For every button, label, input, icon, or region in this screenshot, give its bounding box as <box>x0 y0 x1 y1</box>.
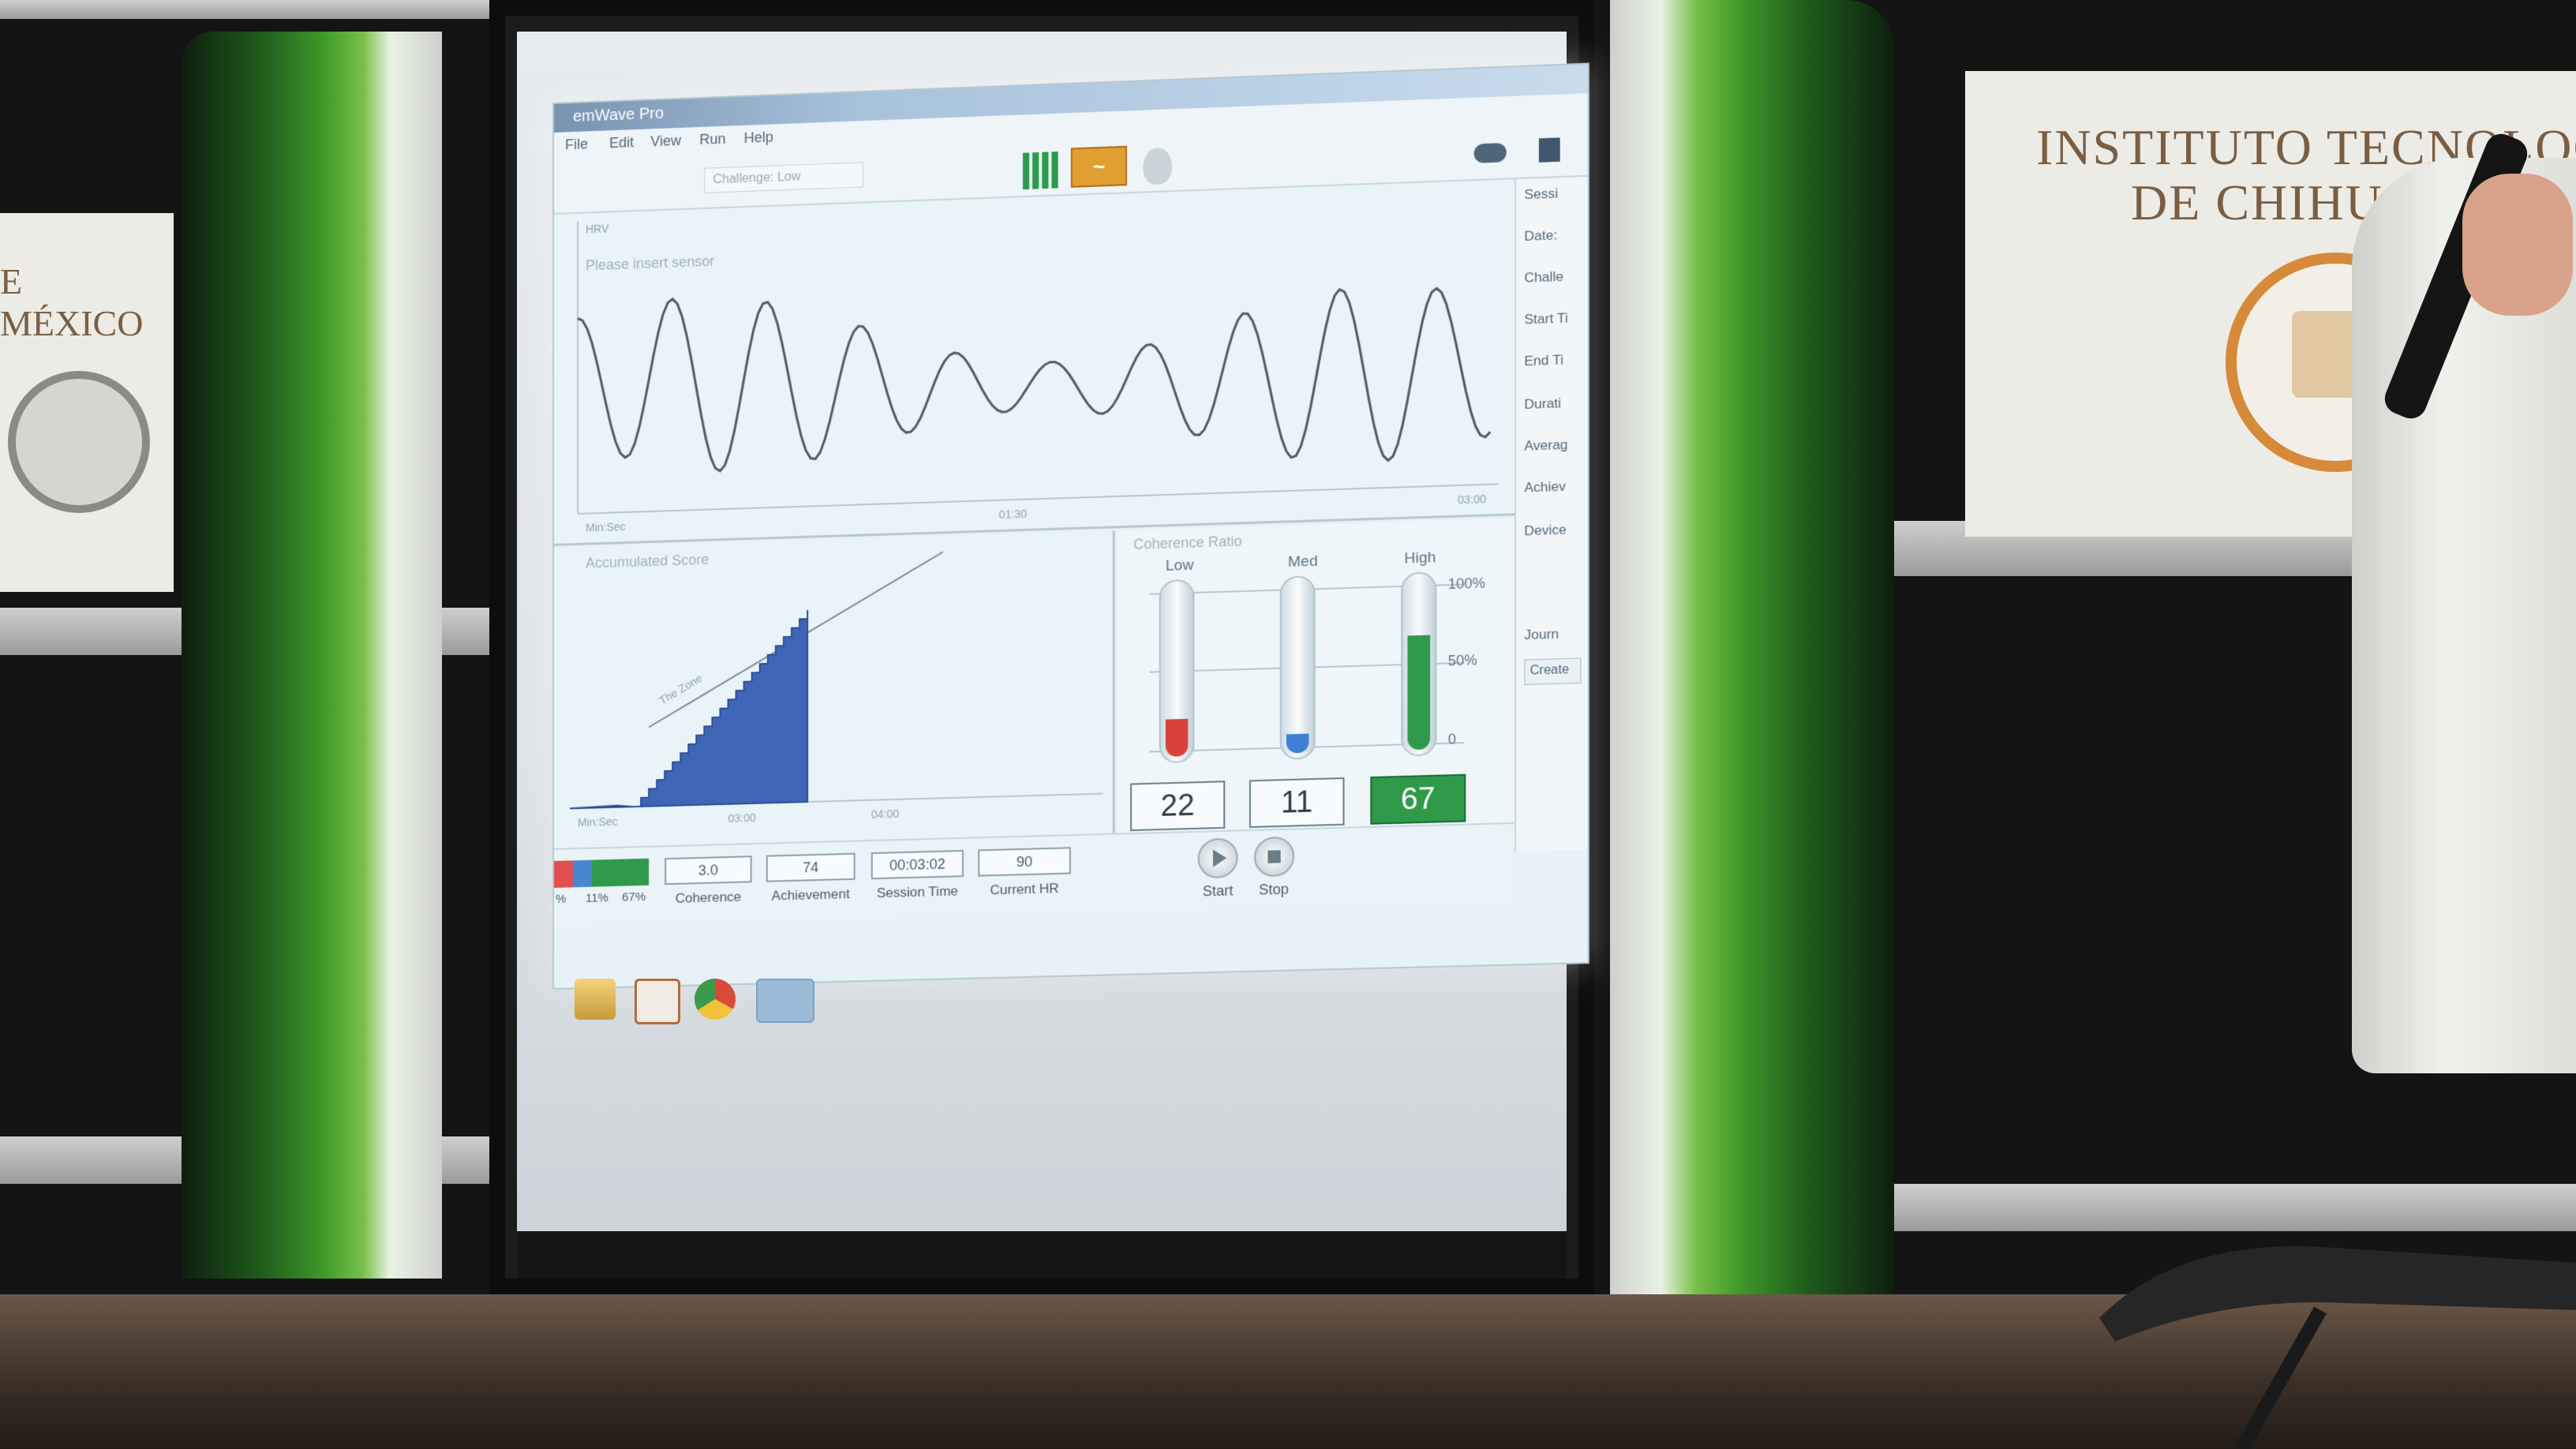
ratio-scale-100: 100% <box>1447 575 1486 593</box>
play-icon <box>1212 849 1227 867</box>
file-explorer-icon[interactable] <box>575 979 616 1020</box>
menu-view[interactable]: View <box>650 132 681 150</box>
stop-icon <box>1267 850 1281 863</box>
ratio-fill-high <box>1407 635 1431 751</box>
balloon-game-icon[interactable] <box>1143 147 1173 185</box>
hrv-chart-panel: HRV Please insert sensor Min:Sec 01:30 0… <box>553 179 1515 546</box>
menu-file[interactable]: File <box>564 136 589 153</box>
hrv-tick-label: 01:30 <box>998 507 1028 521</box>
banner-left: E MÉXICO <box>0 213 174 592</box>
ratio-value-low: 22 <box>1130 781 1226 832</box>
window-icon[interactable] <box>1538 137 1560 163</box>
chair-back <box>2099 1246 2576 1342</box>
ratio-value-high: 67 <box>1370 773 1466 825</box>
coherence-label: Coherence <box>675 889 742 906</box>
ratio-fill-low <box>1165 718 1189 758</box>
achievement-value: 74 <box>766 852 856 882</box>
side-label-duration: Durati <box>1524 395 1562 413</box>
session-time-label: Session Time <box>876 883 958 901</box>
stop-button[interactable] <box>1254 836 1295 878</box>
bar-chart-icon[interactable] <box>1022 151 1060 190</box>
hrv-tick-label: Min:Sec <box>586 520 626 534</box>
hrv-view-icon[interactable]: ~ <box>1070 145 1128 188</box>
challenge-select[interactable]: Challenge: Low <box>704 162 863 193</box>
ratio-bar-label-low: Low <box>1165 556 1194 575</box>
hrv-series-line <box>578 270 1490 487</box>
menu-run[interactable]: Run <box>699 130 726 148</box>
current-hr-value: 90 <box>978 847 1071 877</box>
screen-bottom-edge <box>517 1231 1567 1279</box>
start-label: Start <box>1202 882 1234 900</box>
app-title: emWave Pro <box>572 104 665 126</box>
score-tick-label: 04:00 <box>871 807 900 821</box>
ratio-value-med: 11 <box>1249 777 1345 828</box>
hrv-waveform <box>554 221 1515 546</box>
legend-pct-high: 67% <box>622 889 646 904</box>
side-label-average: Averag <box>1524 436 1568 454</box>
ratio-tube-med <box>1279 575 1316 761</box>
coherence-color-legend <box>553 858 650 888</box>
hrv-tick-label: 03:00 <box>1458 492 1487 507</box>
coherence-ratio-panel: Coherence Ratio Low Med High 100% 50% 0 … <box>1117 518 1515 833</box>
side-label-end-time: End Ti <box>1524 352 1564 369</box>
chair-leg <box>2235 1306 2327 1449</box>
side-label-session: Sessi <box>1524 185 1559 203</box>
ratio-tube-high <box>1401 571 1437 757</box>
accumulated-score-panel: Accumulated Score The Zone Min:Sec 03:00… <box>553 530 1115 848</box>
banner-left-text: E MÉXICO <box>0 261 144 343</box>
speaker-hand <box>2462 174 2573 316</box>
ratio-fill-med <box>1286 733 1309 754</box>
coherence-ratio-title: Coherence Ratio <box>1133 533 1242 552</box>
side-label-challenge: Challe <box>1524 268 1564 286</box>
side-label-start-time: Start Ti <box>1524 310 1568 328</box>
ratio-bar-label-high: High <box>1404 549 1436 567</box>
ratio-scale-0: 0 <box>1447 731 1457 747</box>
desktop-taskbar <box>505 971 814 1034</box>
stage-green-panel-right <box>1610 0 1894 1357</box>
side-label-date: Date: <box>1524 227 1558 244</box>
emwave-taskbar-icon[interactable] <box>756 979 814 1023</box>
emwave-app-window: emWave Pro File Edit View Run Help Chall… <box>552 62 1589 990</box>
achievement-label: Achievement <box>771 886 850 904</box>
ratio-tube-low <box>1159 578 1195 764</box>
ratio-scale-50: 50% <box>1447 652 1477 669</box>
seal-icon <box>8 371 150 513</box>
powerpoint-icon[interactable] <box>635 979 680 1024</box>
cloud-icon[interactable] <box>1473 142 1507 163</box>
stop-label: Stop <box>1259 881 1289 898</box>
score-tick-label: Min:Sec <box>578 814 618 829</box>
score-area <box>570 610 807 808</box>
start-button[interactable] <box>1197 837 1238 879</box>
hrv-label: HRV <box>586 222 609 236</box>
create-journal-button[interactable]: Create <box>1524 657 1582 686</box>
current-hr-label: Current HR <box>990 881 1059 898</box>
side-label-device: Device <box>1524 522 1567 539</box>
legend-pct-med: 11% <box>586 891 608 905</box>
menu-edit[interactable]: Edit <box>609 134 635 152</box>
hrv-x-axis <box>578 484 1498 514</box>
stage-top-stripe-left <box>0 0 489 19</box>
score-tick-label: 03:00 <box>728 811 756 825</box>
coherence-value: 3.0 <box>665 856 752 886</box>
session-time-value: 00:03:02 <box>871 849 964 880</box>
stage-low-stripe-right <box>1878 1184 2576 1231</box>
stage-green-panel-left <box>182 32 442 1279</box>
accumulated-score-chart <box>554 530 1115 848</box>
chrome-icon[interactable] <box>695 979 736 1020</box>
side-label-journal: Journ <box>1524 626 1559 643</box>
session-side-panel: Sessi Date: Challe Start Ti End Ti Durat… <box>1515 176 1588 852</box>
legend-pct-low: % <box>555 892 567 906</box>
chair-icon <box>2099 1246 2576 1449</box>
side-label-achievement: Achiev <box>1524 478 1566 496</box>
menu-help[interactable]: Help <box>743 129 773 146</box>
ratio-bar-label-med: Med <box>1287 552 1318 571</box>
